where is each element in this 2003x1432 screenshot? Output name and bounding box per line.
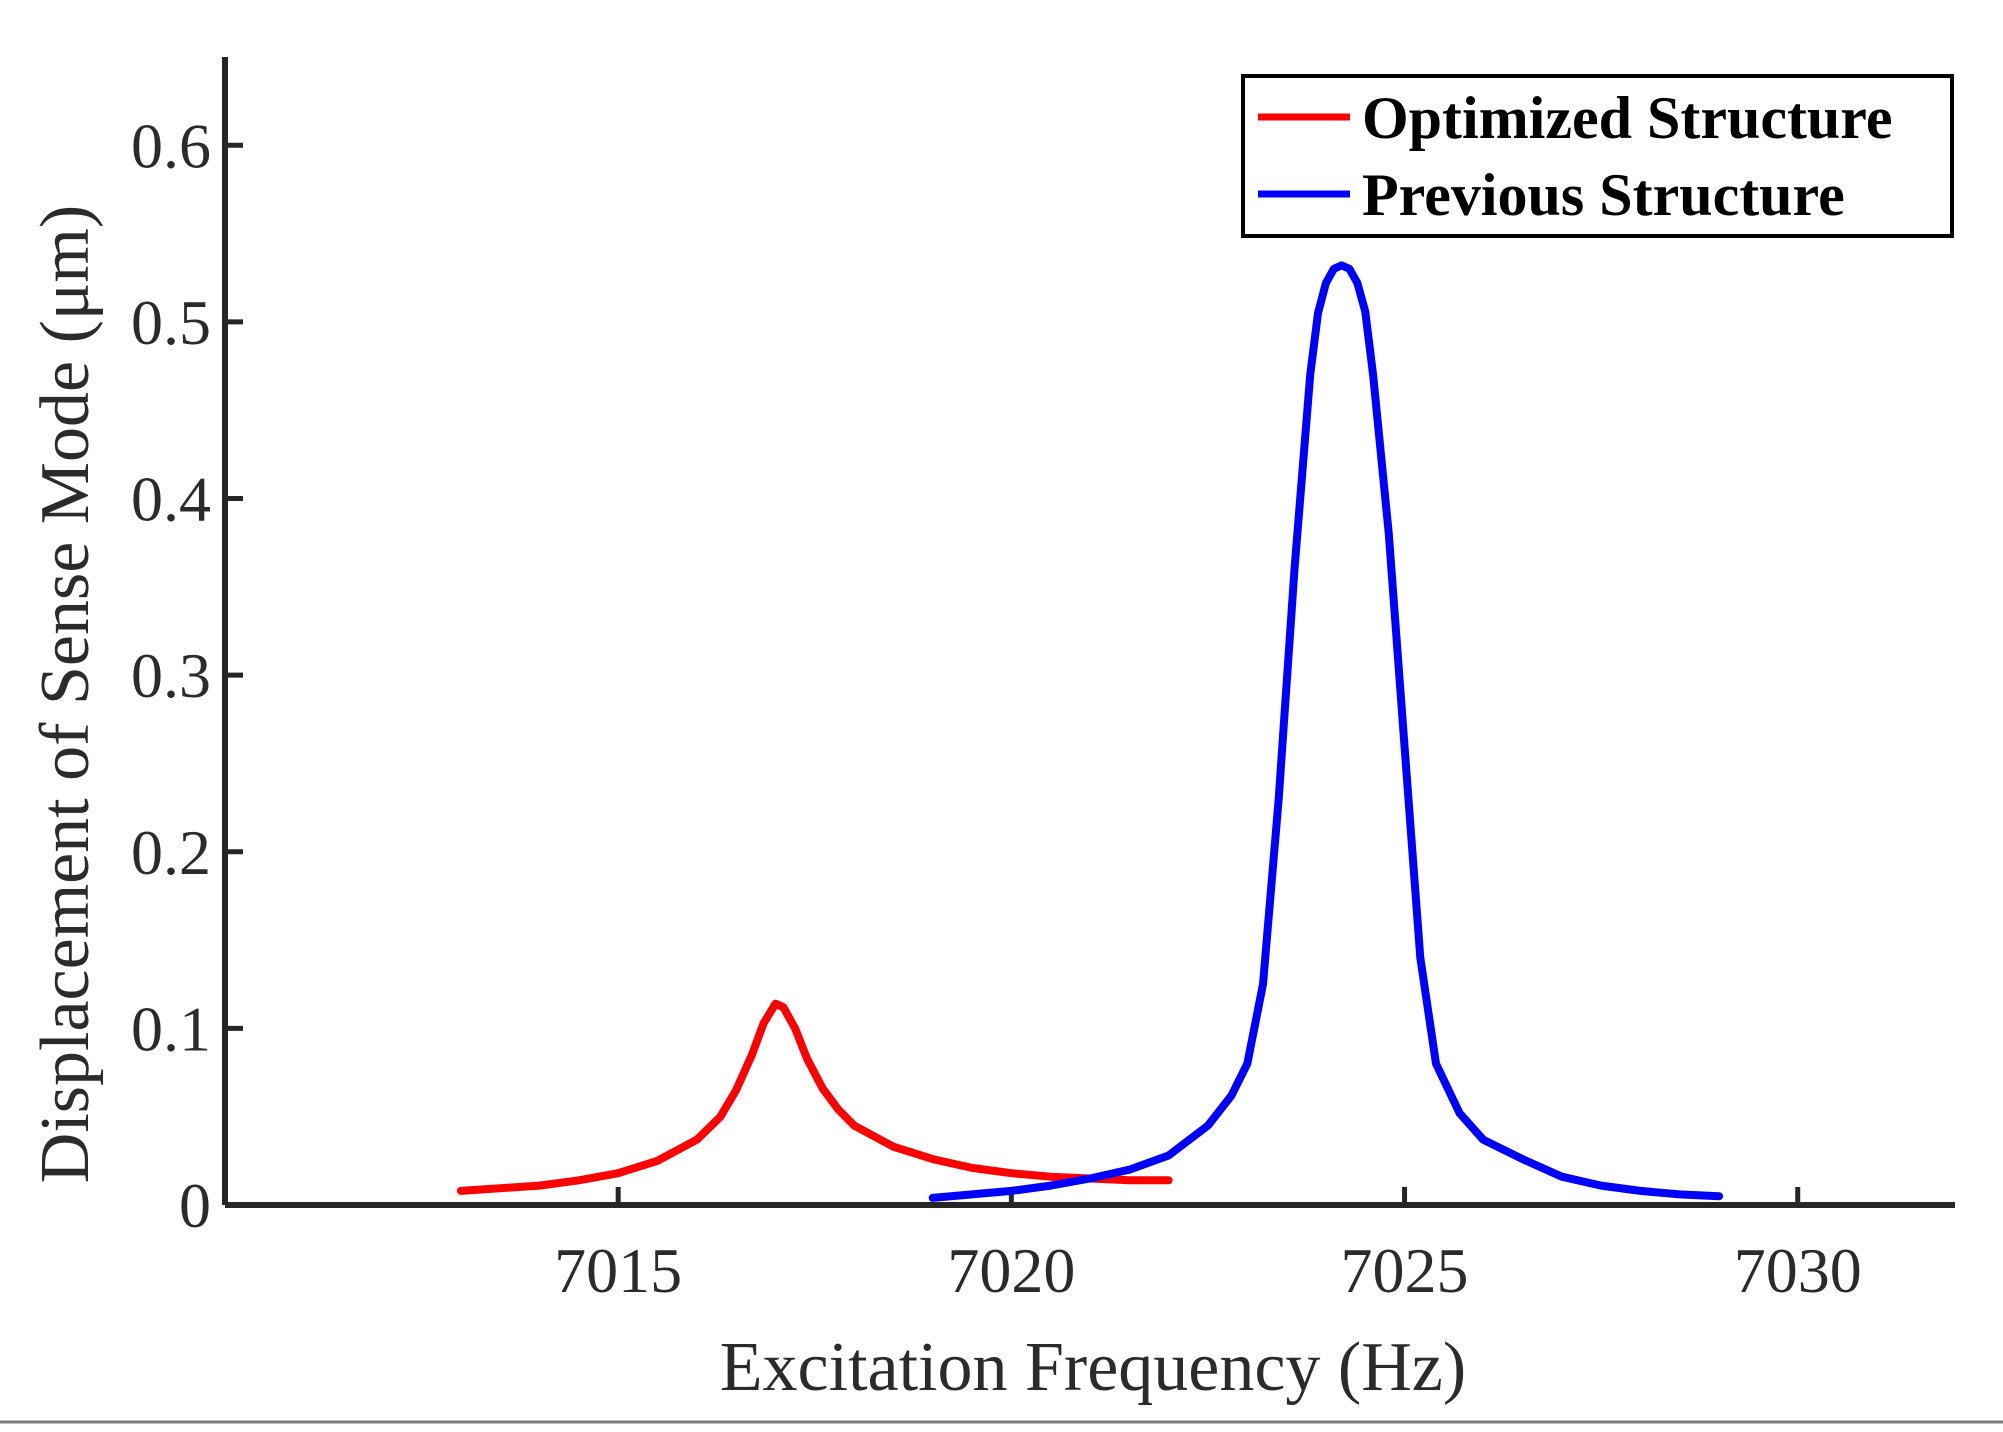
legend-box [1241, 74, 1954, 238]
axes [222, 57, 1955, 1208]
series-lines [456, 261, 1724, 1202]
y-axis-title: Displacement of Sense Mode (μm) [27, 205, 104, 1183]
legend: Optimized Structure Previous Structure [1241, 74, 1954, 238]
y-tick-label: 0.3 [131, 640, 211, 711]
series-line-previous [928, 261, 1724, 1202]
x-tick-label: 7030 [1734, 1235, 1862, 1306]
y-tick-label: 0.2 [131, 817, 211, 888]
legend-label-optimized: Optimized Structure [1362, 85, 1892, 151]
ticks: 7015 7020 7025 7030 0 0.1 0.2 0.3 0.4 0.5 0.6 [131, 110, 1862, 1306]
x-tick-label: 7015 [554, 1235, 682, 1306]
x-tick-label: 7025 [1341, 1235, 1469, 1306]
x-tick-label: 7020 [947, 1235, 1075, 1306]
legend-label-previous: Previous Structure [1362, 162, 1845, 228]
series-line-optimized [456, 999, 1173, 1195]
x-axis-title: Excitation Frequency (Hz) [720, 1329, 1466, 1406]
y-tick-label: 0.5 [131, 287, 211, 358]
y-tick-label: 0.6 [131, 110, 211, 181]
y-tick-label: 0 [179, 1170, 211, 1241]
y-tick-label: 0.4 [131, 464, 211, 535]
y-tick-label: 0.1 [131, 993, 211, 1064]
